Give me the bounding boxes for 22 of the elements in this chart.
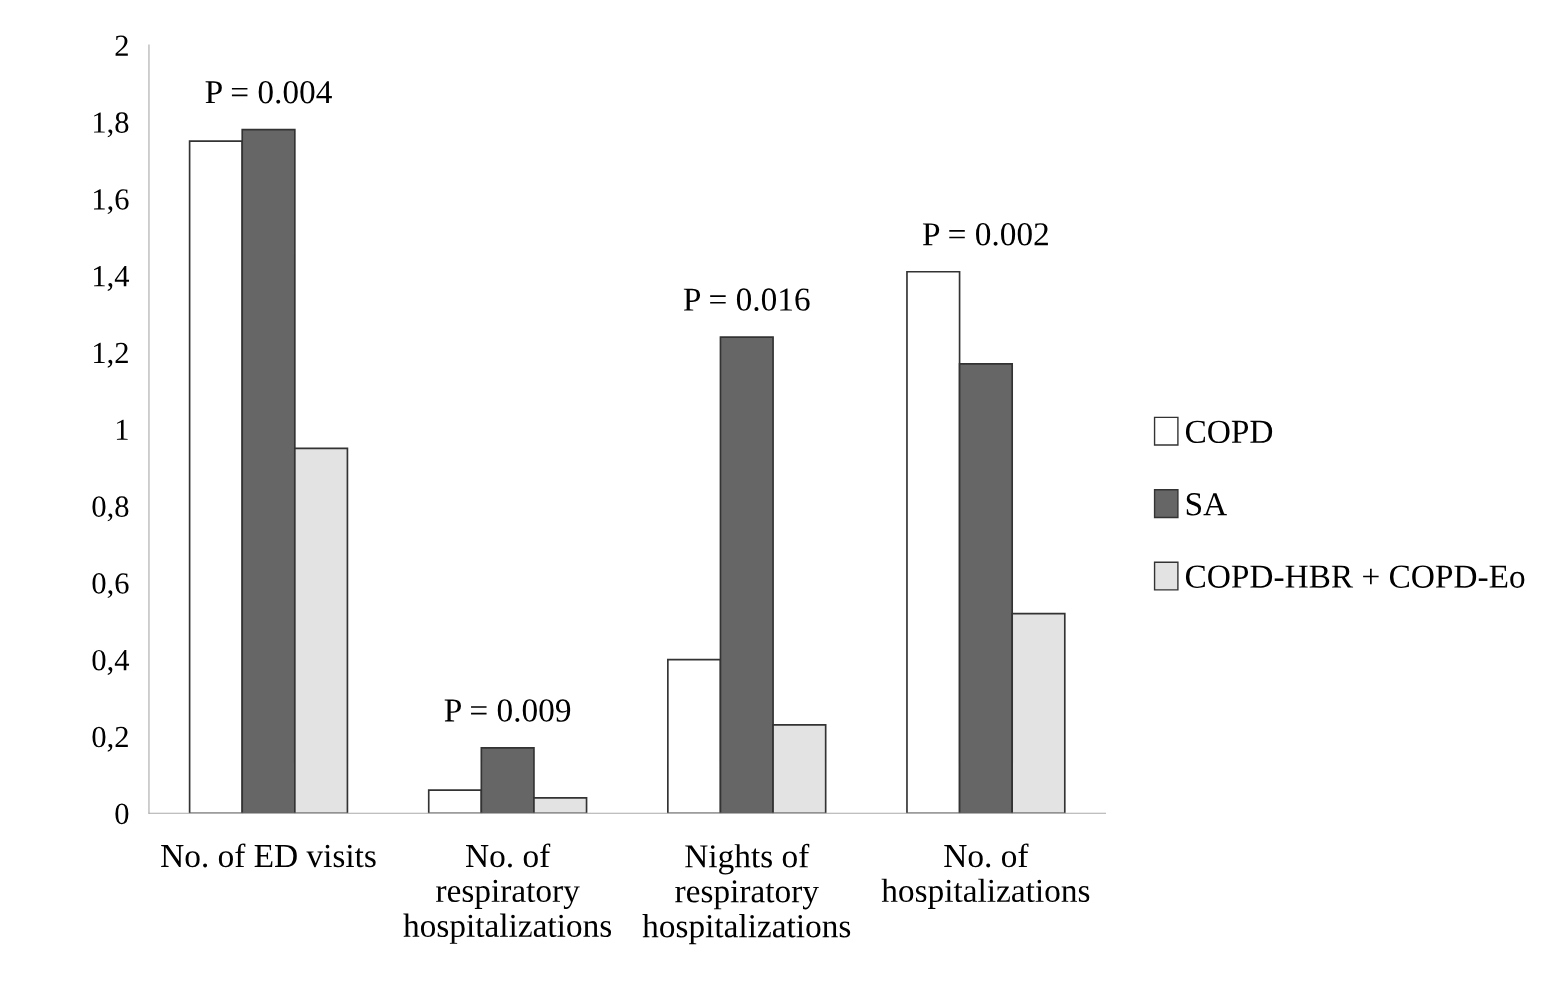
x-tick-label: No. of hospitalizations [881,843,1090,909]
y-tick-label: 2 [115,35,128,56]
y-tick-label: 1 [116,419,128,440]
annotation: P = 0.002 [922,223,1048,246]
y-tick-label: 1,6 [94,189,129,215]
y-tick-label: 0,2 [92,726,128,752]
legend-label: SA [1186,493,1227,516]
annotation: P = 0.009 [444,699,571,722]
legend-label: COPD [1185,420,1273,444]
y-tick-label: 0,6 [92,573,129,599]
annotation: P = 0.004 [205,80,332,104]
x-tick-label: No. of ED visits [161,843,376,868]
x-tick-label: Nights of respiratory hospitalizations [642,843,851,945]
x-tick-label: No. of respiratory hospitalizations [403,843,612,944]
y-tick-label: 1,4 [94,266,130,291]
y-tick-label: 0,4 [92,649,130,675]
annotation: P = 0.016 [683,288,810,311]
y-tick-label: 1,2 [94,342,128,368]
y-tick-label: 1,8 [94,112,129,138]
legend-label: COPD-HBR + COPD-Eo [1185,565,1525,588]
y-tick-label: 0 [115,803,129,825]
y-tick-label: 0,8 [92,496,129,522]
